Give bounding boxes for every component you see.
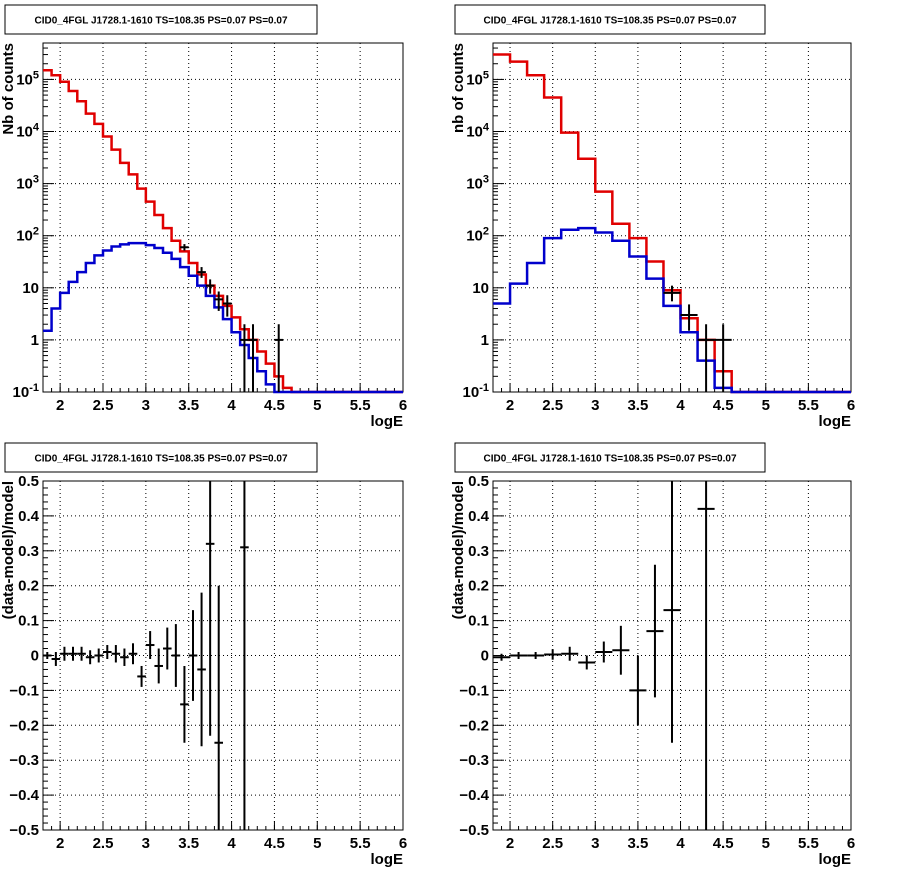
y-tick-label: 104 — [16, 122, 40, 141]
y-axis-label: (data-model)/model — [450, 481, 467, 619]
x-tick-label: 5.5 — [798, 397, 819, 414]
x-tick-label: 3 — [591, 397, 599, 414]
y-tick-label: 0.5 — [18, 473, 39, 490]
y-tick-label: 10 — [472, 280, 489, 297]
x-tick-label: 5.5 — [350, 835, 371, 852]
x-axis-label: logE — [819, 413, 852, 430]
x-axis-label: logE — [819, 851, 852, 868]
y-tick-label: 0.3 — [18, 543, 39, 560]
title-box — [4, 4, 318, 35]
total-model-histogram — [43, 68, 403, 394]
y-axis-label: nb of counts — [450, 43, 467, 133]
x-tick-label: 6 — [399, 835, 407, 852]
y-tick-label: 0 — [481, 648, 489, 665]
y-tick-label: −0.1 — [459, 682, 489, 699]
chart-panel-4: CID0_4FGL J1728.1-1610 TS=108.35 PS=0.07… — [450, 442, 855, 868]
y-axis-label: Nb of counts — [0, 43, 17, 135]
x-tick-label: 2.5 — [542, 397, 563, 414]
x-tick-label: 5.5 — [350, 397, 371, 414]
x-tick-label: 4.5 — [264, 835, 285, 852]
chart-panel-2: CID0_4FGL J1728.1-1610 TS=108.35 PS=0.07… — [450, 4, 855, 430]
x-tick-label: 2 — [56, 397, 64, 414]
x-tick-label: 4.5 — [264, 397, 285, 414]
x-tick-label: 6 — [399, 397, 407, 414]
x-axis-label: logE — [371, 851, 404, 868]
x-tick-label: 4 — [227, 397, 236, 414]
y-tick-label: 10 — [22, 280, 39, 297]
y-tick-label: 104 — [466, 122, 490, 141]
y-tick-label: 10-1 — [13, 382, 39, 401]
x-tick-label: 3 — [591, 835, 599, 852]
x-tick-label: 5.5 — [798, 835, 819, 852]
y-tick-label: −0.5 — [9, 822, 39, 839]
plot-frame — [42, 42, 404, 393]
y-tick-label: 103 — [16, 174, 39, 193]
x-tick-label: 6 — [847, 835, 855, 852]
source-model-histogram — [43, 241, 403, 394]
x-tick-label: 2.5 — [93, 397, 114, 414]
x-tick-label: 3.5 — [178, 835, 199, 852]
y-tick-label: −0.3 — [9, 752, 39, 769]
y-tick-label: 102 — [16, 226, 39, 245]
y-tick-label: 0 — [31, 648, 39, 665]
total-model-histogram — [493, 53, 851, 394]
y-tick-label: 103 — [466, 174, 489, 193]
y-tick-label: 0.2 — [468, 578, 489, 595]
x-tick-label: 2.5 — [542, 835, 563, 852]
y-tick-label: −0.3 — [459, 752, 489, 769]
y-tick-label: 0.3 — [468, 543, 489, 560]
y-tick-label: 105 — [466, 69, 489, 88]
x-tick-label: 5 — [762, 835, 770, 852]
x-tick-label: 5 — [313, 397, 321, 414]
x-tick-label: 4.5 — [713, 397, 734, 414]
y-tick-label: 10-1 — [463, 382, 489, 401]
title-box — [4, 442, 318, 473]
title-box — [454, 442, 766, 473]
x-tick-label: 4 — [676, 397, 685, 414]
chart-title: CID0_4FGL J1728.1-1610 TS=108.35 PS=0.07… — [34, 16, 287, 27]
x-tick-label: 2 — [506, 397, 514, 414]
y-tick-label: 0.4 — [18, 508, 40, 525]
y-tick-label: −0.2 — [459, 717, 489, 734]
x-tick-label: 3.5 — [627, 397, 648, 414]
y-tick-label: −0.5 — [459, 822, 489, 839]
x-tick-label: 4 — [676, 835, 685, 852]
y-tick-label: −0.1 — [9, 682, 39, 699]
x-tick-label: 2.5 — [93, 835, 114, 852]
x-tick-label: 3 — [142, 835, 150, 852]
x-tick-label: 3.5 — [627, 835, 648, 852]
x-tick-label: 2 — [506, 835, 514, 852]
x-tick-label: 5 — [762, 397, 770, 414]
chart-title: CID0_4FGL J1728.1-1610 TS=108.35 PS=0.07… — [34, 454, 287, 465]
y-tick-label: 0.4 — [468, 508, 490, 525]
x-tick-label: 2 — [56, 835, 64, 852]
y-tick-label: 1 — [481, 332, 489, 349]
chart-title: CID0_4FGL J1728.1-1610 TS=108.35 PS=0.07… — [483, 454, 736, 465]
x-tick-label: 4 — [227, 835, 236, 852]
x-tick-label: 3 — [142, 397, 150, 414]
y-tick-label: 0.5 — [468, 473, 489, 490]
x-tick-label: 5 — [313, 835, 321, 852]
y-tick-label: 1 — [31, 332, 39, 349]
chart-panel-3: CID0_4FGL J1728.1-1610 TS=108.35 PS=0.07… — [0, 442, 407, 868]
x-tick-label: 4.5 — [713, 835, 734, 852]
x-tick-label: 6 — [847, 397, 855, 414]
y-tick-label: −0.4 — [459, 787, 489, 804]
y-axis-label: (data-model)/model — [0, 481, 17, 619]
y-tick-label: 0.1 — [468, 613, 489, 630]
chart-title: CID0_4FGL J1728.1-1610 TS=108.35 PS=0.07… — [483, 16, 736, 27]
x-axis-label: logE — [371, 413, 404, 430]
y-tick-label: 0.2 — [18, 578, 39, 595]
y-tick-label: 105 — [16, 69, 39, 88]
plot-frame — [492, 42, 852, 393]
y-tick-label: 102 — [466, 226, 489, 245]
title-box — [454, 4, 766, 35]
source-model-histogram — [493, 226, 851, 394]
chart-panel-1: CID0_4FGL J1728.1-1610 TS=108.35 PS=0.07… — [0, 4, 407, 430]
y-tick-label: −0.4 — [9, 787, 39, 804]
x-tick-label: 3.5 — [178, 397, 199, 414]
y-tick-label: 0.1 — [18, 613, 39, 630]
y-tick-label: −0.2 — [9, 717, 39, 734]
